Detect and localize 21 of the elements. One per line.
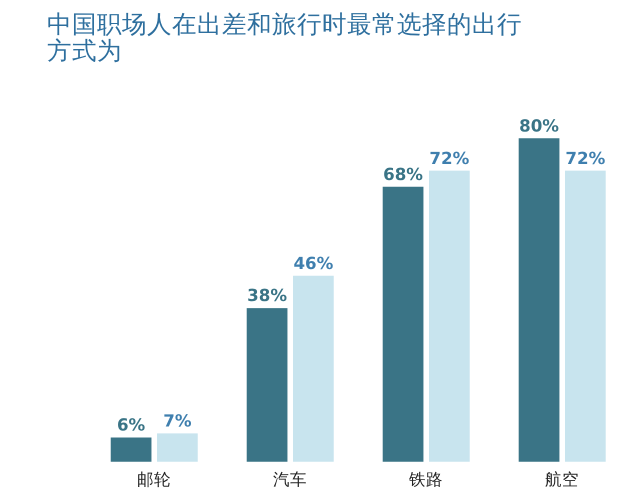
bar <box>428 170 470 462</box>
data-label: 38% <box>247 286 288 306</box>
data-label: 80% <box>519 116 560 136</box>
chart-title: 中国职场人在出差和旅行时最常选择的出行方式为 <box>47 9 522 65</box>
bar <box>518 138 560 462</box>
bar <box>382 186 424 462</box>
x-tick-label: 汽车 <box>273 470 308 489</box>
data-label: 7% <box>163 412 192 431</box>
data-label: 6% <box>116 416 146 435</box>
bar <box>246 308 288 462</box>
x-tick-label: 邮轮 <box>137 470 172 489</box>
x-tick-label: 铁路 <box>408 470 444 489</box>
data-label: 72% <box>565 148 606 168</box>
bar <box>293 276 334 462</box>
x-tick-label: 航空 <box>545 470 580 489</box>
data-label: 68% <box>383 164 424 184</box>
bar <box>157 433 198 462</box>
data-label: 72% <box>429 148 470 168</box>
bar <box>110 437 152 462</box>
bar <box>564 170 606 462</box>
data-label: 46% <box>293 254 334 273</box>
